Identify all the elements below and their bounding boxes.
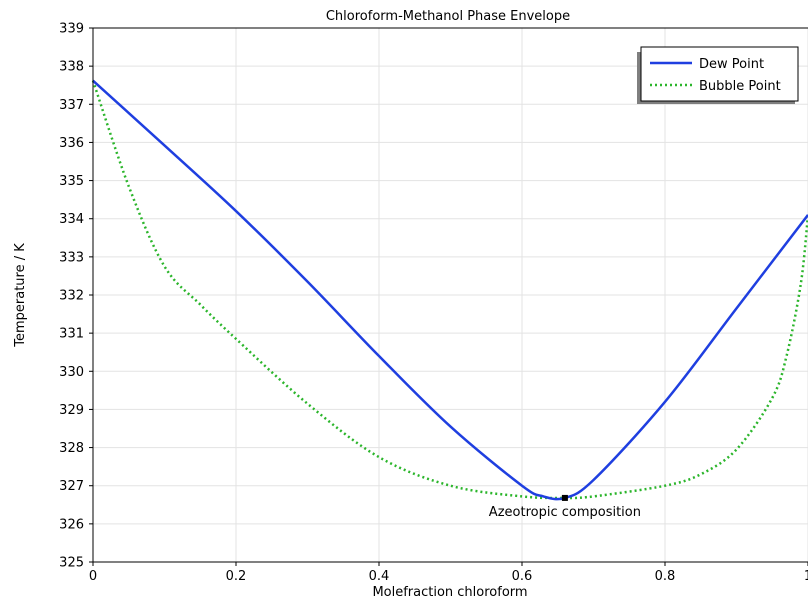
tick-label-layer: 325 326 327 328 329 330 331 332 333 334 335 336 337 3… (59, 22, 808, 585)
y-tick-label: 331 (59, 327, 84, 342)
y-tick-label: 335 (59, 174, 84, 189)
annotation-layer: Azeotropic composition (489, 494, 641, 520)
legend-label-bubble-point: Bubble Point (699, 79, 781, 94)
y-tick-label: 339 (59, 22, 84, 37)
x-tick-label: 0.4 (369, 569, 390, 584)
x-tick-label: 0.2 (226, 569, 247, 584)
y-tick-label: 336 (59, 136, 84, 151)
chart-title: Chloroform-Methanol Phase Envelope (326, 9, 570, 24)
axis-layer (89, 27, 808, 566)
y-tick-label: 334 (59, 212, 84, 227)
grid-layer (92, 27, 808, 563)
y-tick-label: 325 (59, 556, 84, 571)
y-tick-label: 328 (59, 441, 84, 456)
legend-label-dew-point: Dew Point (699, 57, 764, 72)
legend-box (640, 46, 799, 102)
dew-point-curve (92, 79, 808, 501)
y-tick-label: 338 (59, 60, 84, 75)
y-axis-label: Temperature / K (13, 243, 28, 348)
y-tick-label: 327 (59, 479, 84, 494)
y-tick-label: 329 (59, 403, 84, 418)
x-axis-label: Molefraction chloroform (372, 585, 527, 600)
azeotrope-annotation: Azeotropic composition (489, 505, 641, 520)
x-tick-label: 0 (89, 569, 97, 584)
y-tick-label: 332 (59, 289, 84, 304)
y-tick-label: 330 (59, 365, 84, 380)
x-tick-label: 0.6 (512, 569, 533, 584)
series-layer (91, 79, 808, 501)
x-tick-label: 1 (804, 569, 808, 584)
y-tick-label: 333 (59, 250, 84, 265)
azeotrope-point-marker (561, 494, 568, 501)
x-tick-label: 0.8 (655, 569, 676, 584)
bubble-point-curve (91, 80, 808, 500)
y-tick-label: 326 (59, 517, 84, 532)
y-tick-label: 337 (59, 98, 84, 113)
legend: Dew Point Bubble Point (637, 46, 799, 104)
